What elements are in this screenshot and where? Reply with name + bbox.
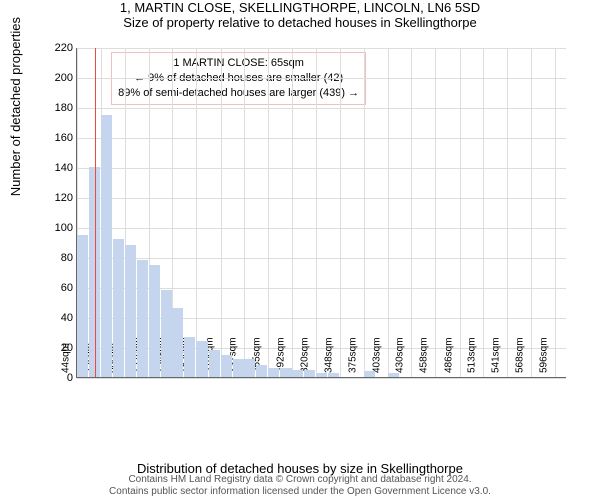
grid-line-v	[221, 48, 222, 377]
grid-line-h	[77, 78, 566, 79]
y-tick: 140	[55, 162, 77, 174]
y-tick: 120	[55, 192, 77, 204]
grid-line-v	[388, 48, 389, 377]
grid-line-v	[411, 48, 412, 377]
histogram-bar	[364, 371, 375, 377]
histogram-bar	[172, 308, 183, 377]
histogram-bar	[77, 235, 88, 378]
grid-line-v	[435, 48, 436, 377]
y-tick: 60	[61, 282, 77, 294]
grid-line-h	[77, 138, 566, 139]
x-tick: 430sqm	[395, 337, 406, 377]
x-tick: 375sqm	[347, 337, 358, 377]
histogram-bar	[221, 355, 232, 378]
x-tick: 486sqm	[443, 337, 454, 377]
histogram-plot: 1 MARTIN CLOSE: 65sqm ← 9% of detached h…	[76, 48, 566, 378]
grid-line-v	[268, 48, 269, 377]
page-title: 1, MARTIN CLOSE, SKELLINGTHORPE, LINCOLN…	[0, 0, 600, 15]
x-tick: 348sqm	[324, 337, 335, 377]
annotation-line: 1 MARTIN CLOSE: 65sqm	[118, 56, 359, 71]
histogram-bar	[113, 239, 124, 377]
property-marker-line	[95, 48, 96, 377]
histogram-bar	[244, 359, 255, 377]
histogram-bar	[101, 115, 112, 378]
grid-line-h	[77, 228, 566, 229]
grid-line-v	[555, 48, 556, 377]
histogram-bar	[196, 341, 207, 377]
grid-line-v	[531, 48, 532, 377]
grid-line-v	[483, 48, 484, 377]
footer-line: Contains HM Land Registry data © Crown c…	[0, 474, 600, 486]
y-axis-label: Number of detached properties	[8, 17, 23, 196]
x-tick: 568sqm	[514, 337, 525, 377]
histogram-bar	[161, 290, 172, 377]
x-tick: 513sqm	[467, 337, 478, 377]
chart-container: 1 MARTIN CLOSE: 65sqm ← 9% of detached h…	[52, 40, 572, 420]
page-subtitle: Size of property relative to detached ho…	[0, 15, 600, 30]
annotation-line: 89% of semi-detached houses are larger (…	[118, 86, 359, 101]
grid-line-v	[340, 48, 341, 377]
footer-line: Contains public sector information licen…	[0, 486, 600, 498]
grid-line-h	[77, 378, 566, 379]
grid-line-v	[460, 48, 461, 377]
grid-line-v	[292, 48, 293, 377]
histogram-bar	[149, 265, 160, 378]
grid-line-v	[364, 48, 365, 377]
grid-line-h	[77, 108, 566, 109]
histogram-bar	[304, 370, 315, 378]
footer: Contains HM Land Registry data © Crown c…	[0, 474, 600, 498]
y-tick: 40	[61, 312, 77, 324]
histogram-bar	[316, 373, 327, 378]
grid-line-v	[316, 48, 317, 377]
y-tick: 220	[55, 42, 77, 54]
grid-line-h	[77, 48, 566, 49]
x-tick: 541sqm	[491, 337, 502, 377]
grid-line-h	[77, 198, 566, 199]
histogram-bar	[125, 245, 136, 377]
x-tick: 596sqm	[538, 337, 549, 377]
histogram-bar	[280, 368, 291, 377]
y-tick: 180	[55, 102, 77, 114]
grid-line-v	[196, 48, 197, 377]
y-tick: 200	[55, 72, 77, 84]
grid-line-v	[244, 48, 245, 377]
histogram-bar	[137, 260, 148, 377]
histogram-bar	[388, 373, 399, 378]
histogram-bar	[184, 337, 195, 378]
y-tick: 80	[61, 252, 77, 264]
y-tick: 100	[55, 222, 77, 234]
histogram-bar	[268, 368, 279, 377]
histogram-bar	[256, 365, 267, 377]
x-tick: 44sqm	[61, 343, 72, 377]
histogram-bar	[233, 359, 244, 377]
y-tick: 160	[55, 132, 77, 144]
histogram-bar	[292, 370, 303, 378]
histogram-bar	[209, 350, 220, 377]
grid-line-h	[77, 168, 566, 169]
x-tick: 458sqm	[419, 337, 430, 377]
grid-line-v	[507, 48, 508, 377]
histogram-bar	[328, 373, 339, 378]
grid-line-h	[77, 258, 566, 259]
